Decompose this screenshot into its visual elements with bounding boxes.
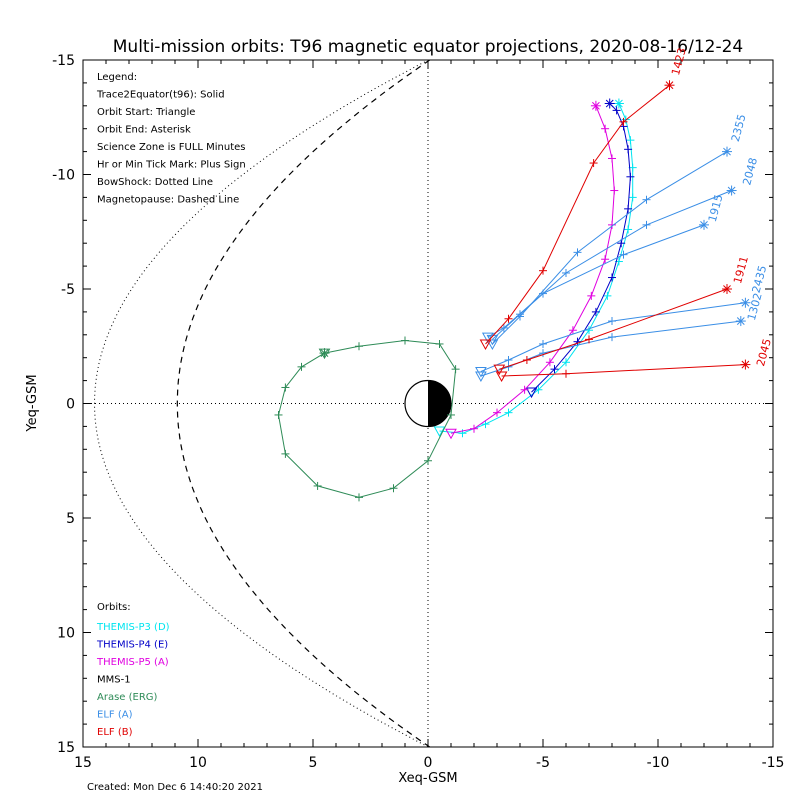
- orbit-line: [531, 103, 631, 393]
- orbit-legend-entry: THEMIS-P5 (A): [96, 657, 169, 668]
- x-tick-label: 5: [309, 755, 318, 771]
- orbit-start-triangle: [495, 371, 508, 383]
- orbit-series: [433, 98, 637, 438]
- orbit-line: [501, 364, 746, 377]
- orbit-end-asterisk: [605, 99, 614, 108]
- orbit-line: [492, 151, 728, 345]
- legend: Legend: Trace2Equator(t96): Solid Orbit St…: [96, 72, 246, 206]
- created-timestamp: Created: Mon Dec 6 14:40:20 2021: [87, 782, 263, 793]
- time-label: 1915: [706, 193, 726, 223]
- orbit-end-asterisk: [615, 99, 623, 108]
- orbit-end-asterisk: [741, 360, 750, 369]
- orbit-series: [479, 80, 675, 350]
- time-label: 1911: [731, 255, 751, 285]
- y-tick-label: 10: [57, 626, 75, 642]
- time-label: 2045: [754, 337, 774, 367]
- orbit-series: [481, 219, 709, 344]
- orbit-legend-entry: MMS-1: [97, 675, 131, 686]
- boundaries: [93, 59, 431, 748]
- earth-night-side: [428, 380, 451, 427]
- orbit-legend-entry: ELF (B): [97, 727, 133, 738]
- x-tick-label: 15: [74, 755, 92, 771]
- orbit-legend-entry: THEMIS-P3 (D): [96, 622, 170, 633]
- orbit-start-triangle: [445, 428, 457, 440]
- time-label: 2435: [750, 264, 770, 294]
- earth-icon: [404, 379, 452, 428]
- orbit-legend-entry: Arase (ERG): [97, 692, 158, 703]
- time-label: 1302: [745, 291, 765, 321]
- orbit-end-asterisk: [723, 285, 731, 293]
- orbit-line: [450, 105, 615, 434]
- orbit-end-asterisk: [665, 81, 674, 90]
- orbit-series-layer: [274, 80, 751, 502]
- y-tick-label: 5: [66, 511, 75, 527]
- y-tick-label: 15: [57, 740, 75, 756]
- x-axis-title: Xeq-GSM: [398, 771, 457, 786]
- orbit-series: [495, 359, 751, 383]
- chart-title: Multi-mission orbits: T96 magnetic equat…: [113, 37, 744, 57]
- bow-shock-line: [93, 59, 429, 748]
- x-tick-label: 10: [189, 755, 207, 771]
- orbit-start-triangle: [475, 371, 487, 383]
- orbit-legend-entry: ELF (A): [97, 710, 133, 721]
- y-tick-label: -15: [52, 53, 75, 69]
- time-label: 2048: [740, 156, 760, 186]
- y-tick-label: -10: [52, 168, 75, 184]
- orbit-end-asterisk: [700, 220, 708, 229]
- legend-line: Orbit End: Asterisk: [97, 125, 191, 136]
- orbit-end-asterisk: [320, 349, 329, 358]
- orbit-series: [475, 316, 746, 383]
- magnetopause-line: [176, 59, 431, 748]
- y-tick-label: 0: [66, 397, 75, 413]
- legend-line: Hr or Min Tick Mark: Plus Sign: [97, 160, 246, 171]
- orbit-series: [486, 146, 732, 350]
- orbit-start-triangle: [433, 426, 446, 438]
- x-tick-label: -10: [647, 755, 670, 771]
- orbit-series: [445, 100, 619, 440]
- orbits-title: Orbits:: [97, 602, 131, 613]
- orbit-end-asterisk: [736, 317, 745, 325]
- orbit-start-triangle: [481, 332, 494, 344]
- orbit-start-triangle: [493, 364, 506, 376]
- orbit-line: [485, 84, 670, 345]
- orbit-legend-entry: THEMIS-P4 (E): [96, 640, 168, 651]
- legend-line: BowShock: Dotted Line: [97, 177, 213, 188]
- orbit-start-triangle: [525, 387, 538, 399]
- orbit-series: [274, 336, 460, 502]
- orbit-start-triangle: [486, 339, 499, 350]
- orbit-end-asterisk: [727, 186, 736, 195]
- y-tick-label: -5: [61, 282, 75, 298]
- legend-line: Magnetopause: Dashed Line: [97, 195, 239, 206]
- legend-line: Science Zone is FULL Minutes: [97, 142, 246, 153]
- orbit-end-asterisk: [592, 101, 600, 110]
- time-label: 2355: [729, 113, 749, 143]
- x-tick-label: 0: [424, 755, 433, 771]
- orbit-end-asterisk: [723, 147, 731, 156]
- legend-line: Legend:: [97, 72, 137, 83]
- orbits-legend: Orbits: THEMIS-P3 (D) THEMIS-P4 (E) THEMIS-…: [96, 602, 170, 738]
- legend-line: Orbit Start: Triangle: [97, 107, 195, 118]
- orbit-series: [493, 284, 732, 376]
- y-axis-title: Yeq-GSM: [25, 374, 40, 432]
- x-tick-label: -5: [536, 755, 550, 771]
- orbit-end-asterisk: [741, 298, 750, 307]
- axis-ticks: 15 10 5 0 -5 -10 -15 -15 -10 -5 0 5 10 15: [52, 53, 784, 771]
- orbit-line: [499, 288, 728, 370]
- orbit-start-triangle: [479, 339, 492, 350]
- orbit-line: [439, 103, 634, 434]
- x-tick-label: -15: [762, 755, 785, 771]
- orbit-line: [480, 320, 741, 377]
- legend-line: Trace2Equator(t96): Solid: [96, 90, 225, 101]
